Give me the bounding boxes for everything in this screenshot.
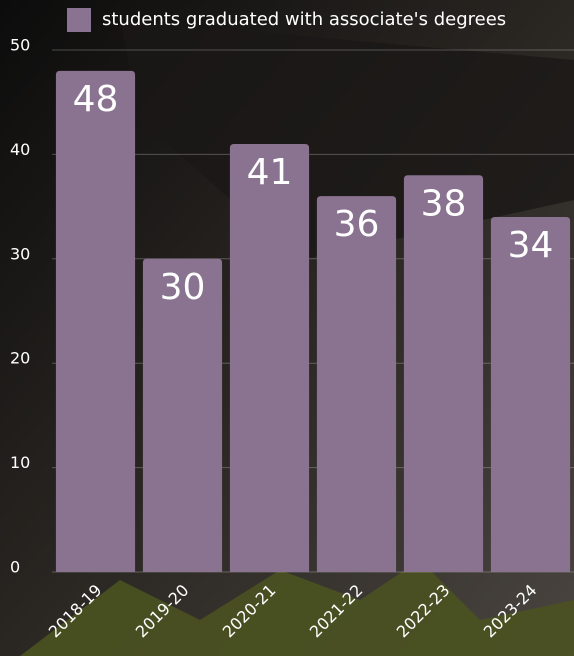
bar <box>490 217 571 573</box>
legend: students graduated with associate's degr… <box>67 8 506 32</box>
y-tick-label: 50 <box>10 36 30 55</box>
legend-swatch <box>67 8 91 32</box>
y-tick-label: 10 <box>10 453 30 472</box>
value-label: 34 <box>508 225 554 266</box>
y-tick-label: 40 <box>10 140 30 159</box>
bar <box>316 196 397 572</box>
background-shape <box>20 560 574 656</box>
bar <box>55 70 136 572</box>
bar <box>229 143 310 572</box>
value-label: 30 <box>160 267 206 308</box>
value-label: 48 <box>73 79 119 120</box>
bar <box>142 258 223 572</box>
value-label: 38 <box>421 183 467 224</box>
y-tick-label: 0 <box>10 558 20 577</box>
bar <box>403 175 484 572</box>
y-tick-label: 30 <box>10 244 30 263</box>
value-label: 41 <box>247 152 293 193</box>
value-label: 36 <box>334 204 380 245</box>
y-tick-label: 20 <box>10 349 30 368</box>
legend-label: students graduated with associate's degr… <box>102 9 506 30</box>
